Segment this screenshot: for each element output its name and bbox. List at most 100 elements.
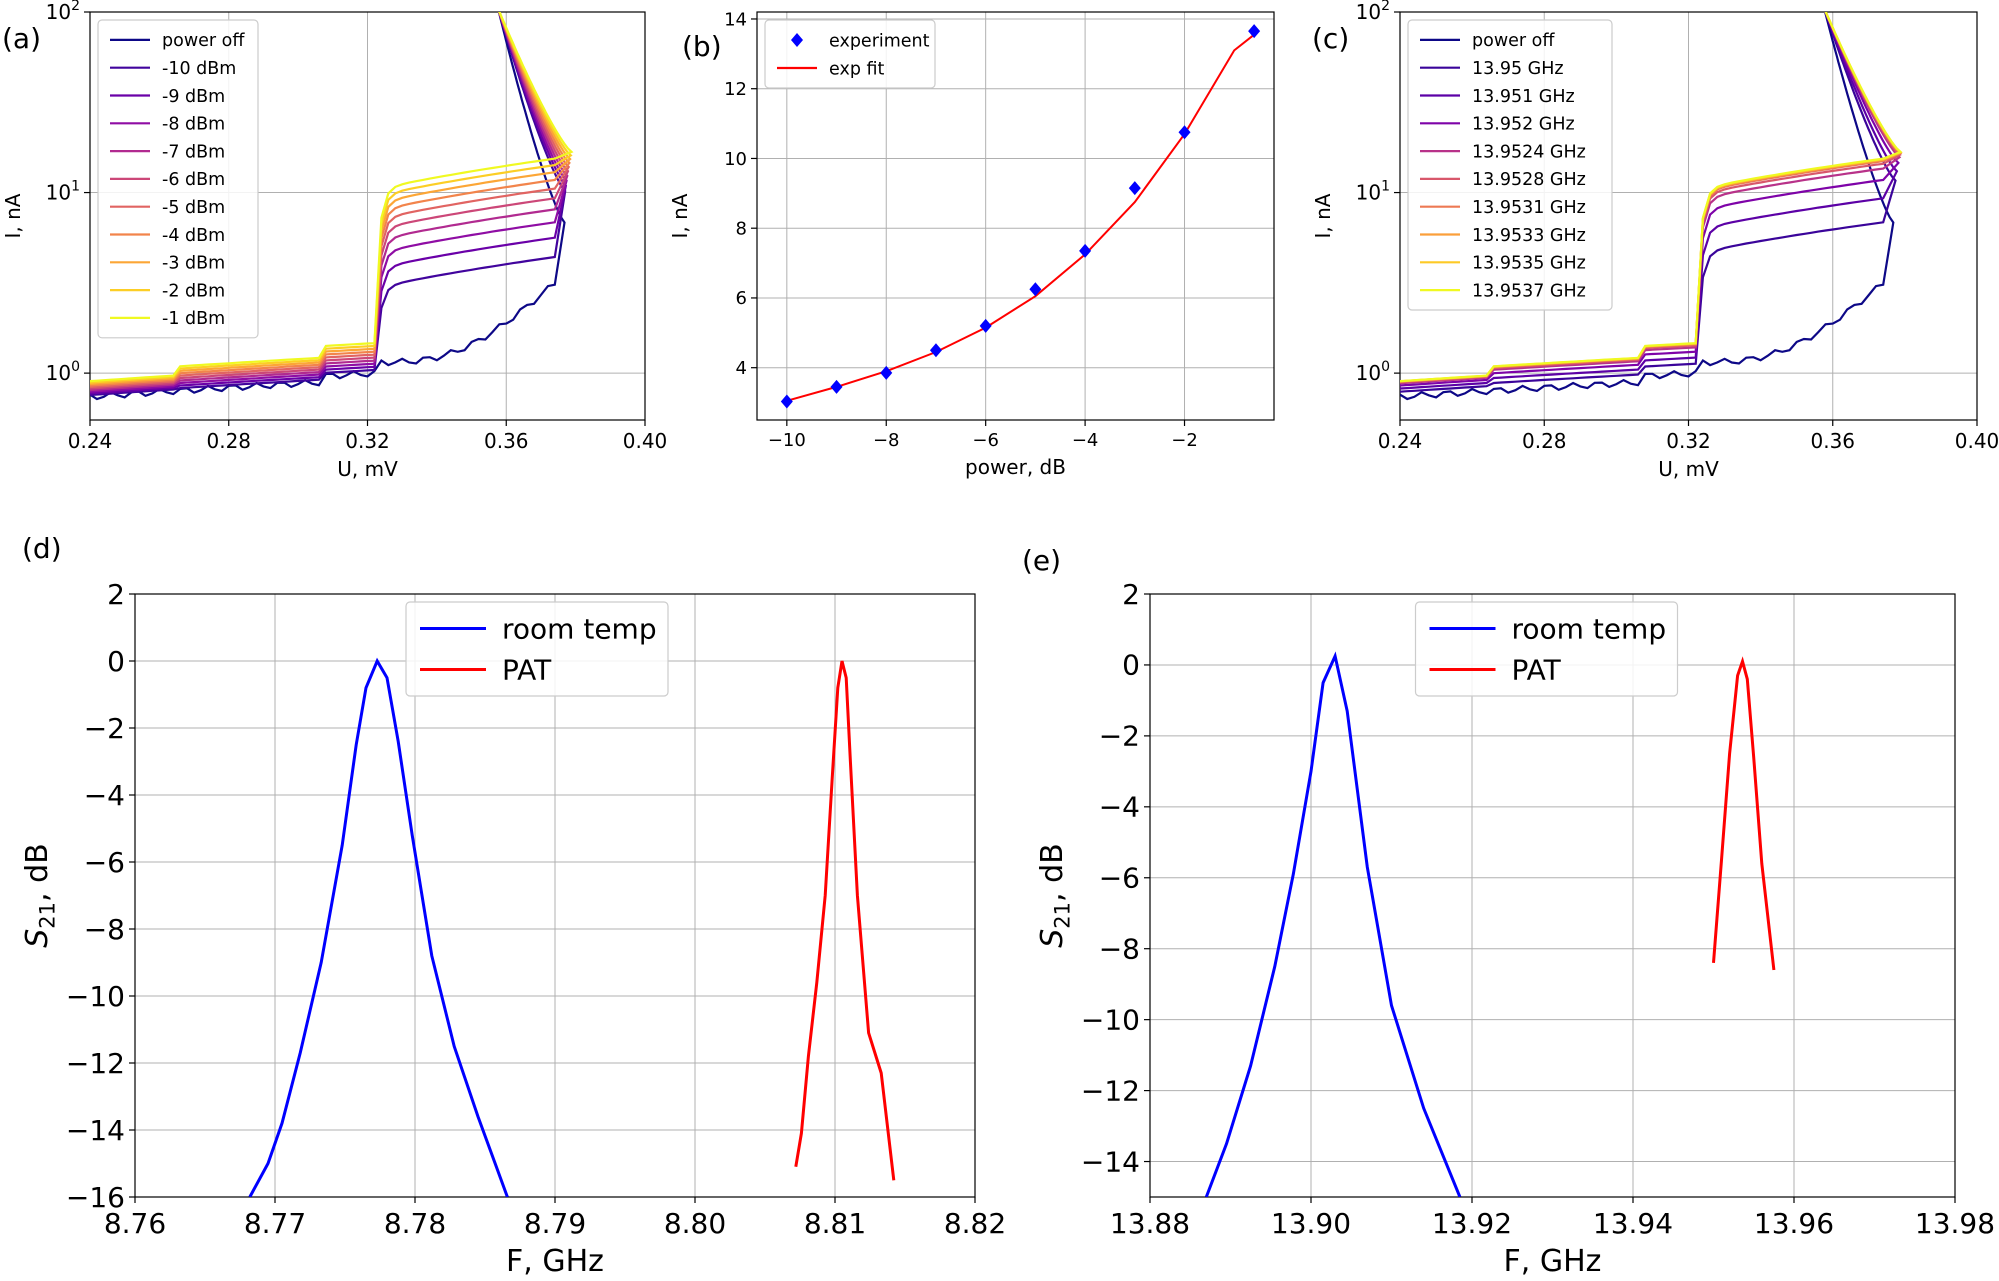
y-tick-label: 102	[46, 0, 80, 24]
x-tick-label: 0.32	[1666, 429, 1711, 453]
plot-area	[90, 12, 574, 401]
legend: room temp PAT	[405, 601, 669, 697]
legend-frame	[405, 601, 669, 697]
panel-label-a: (a)	[2, 22, 41, 55]
x-tick-label: 0.36	[484, 429, 529, 453]
panel-label-c: (c)	[1312, 22, 1349, 55]
legend-label: PAT	[1512, 654, 1562, 687]
series-line-9	[1400, 12, 1903, 383]
y-tick-label: −16	[66, 1181, 125, 1214]
x-tick-label: 8.77	[244, 1207, 306, 1240]
series-line-2	[1400, 12, 1899, 390]
y-tick-label: −12	[1081, 1074, 1140, 1107]
legend-entry: room temp	[1429, 613, 1666, 646]
series-line-0	[90, 12, 566, 401]
x-tick-label: 8.76	[104, 1207, 166, 1240]
legend-label: -8 dBm	[162, 115, 225, 135]
x-tick-label: 13.88	[1110, 1207, 1190, 1240]
series-line-1	[1400, 12, 1897, 393]
y-tick-label: −10	[1081, 1003, 1140, 1036]
series-line-3	[1400, 12, 1900, 387]
y-tick-label: 10	[724, 149, 747, 170]
x-tick-label: 13.98	[1915, 1207, 1995, 1240]
legend-label: PAT	[502, 654, 552, 687]
y-tick-label: 101	[1356, 179, 1390, 205]
x-tick-label: −4	[1072, 430, 1099, 451]
fit-line	[786, 33, 1255, 402]
y-tick-label: 14	[724, 9, 747, 30]
x-axis-label: U, mV	[337, 457, 398, 481]
legend-label: -9 dBm	[162, 87, 225, 107]
x-tick-label: 0.40	[623, 429, 668, 453]
x-tick-label: 13.94	[1593, 1207, 1673, 1240]
legend-entry: 13.9537 GHz	[1420, 281, 1586, 301]
legend-entry: 13.9524 GHz	[1420, 142, 1586, 162]
legend-label: 13.9528 GHz	[1472, 170, 1586, 190]
legend-entry: -9 dBm	[110, 87, 225, 107]
panel-c: 0.24 0.28 0.32 0.36 0.40 100 101 102 U, mV I, nA p…	[1311, 0, 1999, 481]
legend-label: room temp	[502, 613, 657, 646]
legend-entry: -4 dBm	[110, 226, 225, 246]
legend-label: 13.9535 GHz	[1472, 254, 1586, 274]
y-tick-label: 101	[46, 179, 80, 205]
y-tick-label: −6	[1099, 862, 1140, 895]
legend-entry: -5 dBm	[110, 198, 225, 218]
legend-entry: -7 dBm	[110, 142, 225, 162]
legend-entry: room temp	[420, 613, 657, 646]
panel-label-d: (d)	[22, 532, 62, 565]
y-tick-label: −12	[66, 1047, 125, 1080]
legend-entry: 13.952 GHz	[1420, 115, 1575, 135]
x-axis-label: F, GHz	[506, 1244, 604, 1279]
plot-area	[248, 657, 896, 1197]
legend-label: experiment	[829, 31, 930, 51]
legend-entry: -3 dBm	[110, 254, 225, 274]
y-tick-label: 8	[736, 219, 747, 240]
x-tick-label: 0.36	[1810, 429, 1855, 453]
axes-frame	[756, 11, 1275, 421]
y-tick-label: −10	[66, 980, 125, 1013]
x-tick-label: −6	[972, 430, 999, 451]
x-tick-label: −10	[768, 430, 806, 451]
y-tick-label: −2	[1099, 720, 1140, 753]
y-tick-label: 102	[1356, 0, 1390, 24]
legend-entry: power off	[110, 31, 245, 51]
legend-label: power off	[162, 31, 245, 51]
legend-label: -7 dBm	[162, 142, 225, 162]
x-tick-label: 13.90	[1271, 1207, 1351, 1240]
x-tick-label: 0.24	[1378, 429, 1423, 453]
y-axis-label: S21, dB	[20, 843, 60, 947]
x-tick-label: 8.82	[944, 1207, 1006, 1240]
experiment-point	[929, 343, 942, 358]
experiment-point	[830, 379, 843, 394]
legend-label: 13.951 GHz	[1472, 87, 1575, 107]
panel-label-b: (b)	[682, 30, 722, 63]
x-tick-label: 0.32	[345, 429, 390, 453]
x-axis-label: U, mV	[1658, 457, 1719, 481]
legend-entry: experiment	[791, 31, 930, 51]
x-tick-label: −2	[1171, 430, 1198, 451]
x-tick-label: 8.79	[524, 1207, 586, 1240]
y-axis-label: S21, dB	[1035, 843, 1075, 947]
legend-entry: power off	[1420, 31, 1555, 51]
legend: power off -10 dBm -9 dBm -8 dBm -7 dBm -6 dBm…	[97, 19, 259, 339]
y-tick-label: −8	[1099, 933, 1140, 966]
legend-label: 13.9537 GHz	[1472, 281, 1586, 301]
legend-frame	[97, 19, 259, 339]
y-tick-label: −14	[66, 1114, 125, 1147]
panel-a: 0.24 0.28 0.32 0.36 0.40 100 101 102 U, mV I, nA p…	[1, 0, 667, 481]
panel-b: −10 −8 −6 −4 −2 4 6 8 10 12 14 power, dB I, nA experi…	[668, 9, 1275, 479]
legend-entry: -10 dBm	[110, 59, 236, 79]
experiment-point	[1178, 125, 1191, 140]
legend-entry: -6 dBm	[110, 170, 225, 190]
plot-area	[1400, 12, 1903, 401]
axes-frame	[1399, 11, 1978, 421]
panel-label-e: (e)	[1022, 544, 1061, 577]
y-tick-label: −6	[84, 846, 125, 879]
experiment-point	[1128, 181, 1141, 196]
legend-frame	[1414, 601, 1679, 697]
legend-marker	[791, 33, 803, 47]
series-line-0	[1400, 12, 1895, 401]
legend-label: -1 dBm	[162, 309, 225, 329]
x-tick-label: 8.80	[664, 1207, 726, 1240]
y-tick-label: 12	[724, 79, 747, 100]
